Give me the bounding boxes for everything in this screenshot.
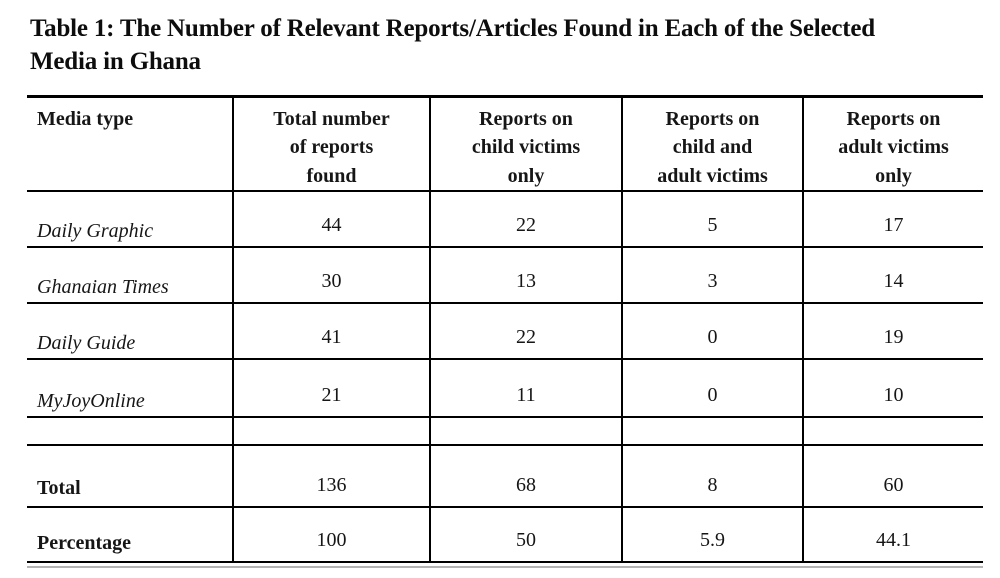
empty-cell: [232, 417, 430, 447]
empty-cell: [27, 417, 233, 447]
empty-cell: [802, 417, 983, 447]
value-cell: 30: [232, 247, 430, 305]
reports-table: Media type Total number of reports found…: [27, 95, 983, 564]
value-cell: 68: [429, 445, 622, 509]
table-title: Table 1: The Number of Relevant Reports/…: [30, 15, 876, 75]
column-header-child-and-adult-victims: Reports on child and adult victims: [621, 96, 803, 193]
value-cell: 17: [802, 191, 983, 249]
media-name-cell: Ghanaian Times: [27, 247, 233, 305]
value-cell: 50: [429, 507, 622, 564]
table-row-myjoyonline: MyJoyOnline 21 11 0 10: [27, 359, 983, 419]
value-cell: 3: [621, 247, 803, 305]
value-cell: 0: [621, 359, 803, 419]
media-name-cell: Daily Guide: [27, 303, 233, 361]
media-name-cell: Daily Graphic: [27, 191, 233, 249]
media-name-cell: MyJoyOnline: [27, 359, 233, 419]
column-header-child-victims-only: Reports on child victims only: [429, 96, 622, 193]
header-row: Media type Total number of reports found…: [27, 96, 983, 193]
column-header-adult-victims-only: Reports on adult victims only: [802, 96, 983, 193]
percentage-label-cell: Percentage: [27, 507, 233, 564]
column-header-total-reports: Total number of reports found: [232, 96, 430, 193]
spacer-row: [27, 417, 983, 447]
value-cell: 10: [802, 359, 983, 419]
empty-cell: [621, 417, 803, 447]
value-cell: 13: [429, 247, 622, 305]
value-cell: 100: [232, 507, 430, 564]
value-cell: 5: [621, 191, 803, 249]
total-label-cell: Total: [27, 445, 233, 509]
total-row: Total 136 68 8 60: [27, 445, 983, 509]
column-header-media-type: Media type: [27, 96, 233, 193]
value-cell: 8: [621, 445, 803, 509]
value-cell: 11: [429, 359, 622, 419]
table-bottom-shadow: [27, 566, 983, 569]
empty-cell: [429, 417, 622, 447]
value-cell: 41: [232, 303, 430, 361]
value-cell: 21: [232, 359, 430, 419]
value-cell: 22: [429, 191, 622, 249]
table-row-ghanaian-times: Ghanaian Times 30 13 3 14: [27, 247, 983, 305]
value-cell: 14: [802, 247, 983, 305]
table-row-daily-guide: Daily Guide 41 22 0 19: [27, 303, 983, 361]
value-cell: 19: [802, 303, 983, 361]
percentage-row: Percentage 100 50 5.9 44.1: [27, 507, 983, 564]
value-cell: 44.1: [802, 507, 983, 564]
value-cell: 60: [802, 445, 983, 509]
value-cell: 0: [621, 303, 803, 361]
value-cell: 22: [429, 303, 622, 361]
table-row-daily-graphic: Daily Graphic 44 22 5 17: [27, 191, 983, 249]
value-cell: 136: [232, 445, 430, 509]
value-cell: 44: [232, 191, 430, 249]
value-cell: 5.9: [621, 507, 803, 564]
